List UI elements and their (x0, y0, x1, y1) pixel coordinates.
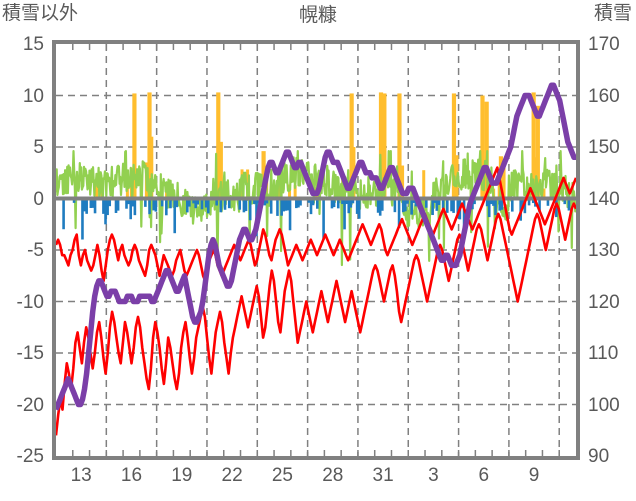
x-tick-label: 3 (428, 465, 439, 486)
left-tick-label: -20 (16, 394, 44, 416)
left-axis-title: 積雪以外 (2, 3, 79, 24)
right-tick-label: 120 (588, 291, 620, 313)
x-tick-label: 31 (372, 465, 394, 486)
x-tick-label: 19 (171, 465, 193, 486)
right-tick-label: 90 (588, 446, 610, 467)
snow-depth-series (56, 82, 576, 411)
left-tick-label: 0 (33, 188, 44, 210)
x-tick-label: 22 (221, 465, 243, 486)
x-tick-label: 25 (271, 465, 293, 486)
right-tick-label: 110 (588, 343, 619, 364)
x-tick-label: 9 (528, 465, 540, 486)
right-tick-label: 140 (588, 188, 620, 210)
axis-tickmarks (72, 44, 560, 456)
left-tick-label: -15 (16, 343, 44, 364)
right-axis-title: 積雪 (593, 3, 632, 24)
right-tick-label: 160 (588, 85, 620, 107)
x-tick-label: 13 (70, 465, 92, 486)
page-title: 幌糠 (298, 5, 337, 26)
left-tick-label: 10 (22, 85, 44, 107)
x-tick-label: 6 (478, 465, 490, 486)
left-tick-label: -25 (16, 446, 44, 467)
left-tick-label: -10 (16, 291, 44, 313)
left-tick-label: 5 (33, 137, 44, 158)
right-tick-label: 100 (588, 394, 620, 416)
x-tick-label: 28 (322, 465, 344, 486)
left-tick-label: -5 (27, 240, 44, 261)
right-tick-label: 130 (588, 240, 620, 261)
right-tick-label: 170 (588, 34, 620, 55)
temperature-series (56, 166, 576, 436)
plot-canvas (56, 44, 576, 456)
right-tick-label: 150 (588, 137, 620, 158)
plot-area (52, 40, 580, 460)
left-tick-label: 15 (22, 34, 44, 55)
x-tick-label: 16 (120, 465, 143, 486)
